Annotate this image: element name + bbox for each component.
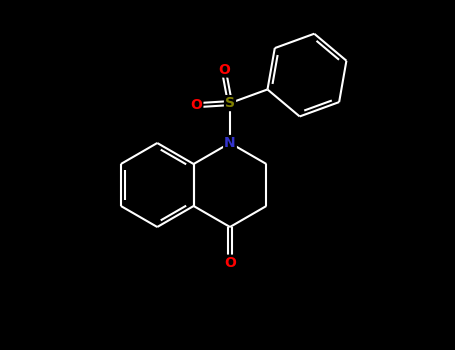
Text: O: O <box>191 98 202 112</box>
Text: O: O <box>218 63 230 77</box>
Text: O: O <box>224 256 236 270</box>
Text: S: S <box>225 96 235 110</box>
Text: N: N <box>224 136 236 150</box>
